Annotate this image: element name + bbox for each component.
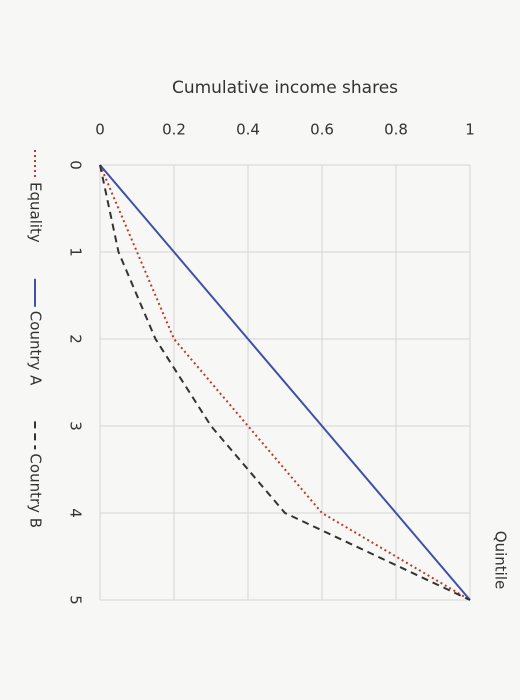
y-tick-label: 1: [465, 121, 475, 139]
x-tick-label: 2: [67, 334, 85, 344]
y-axis-title: Cumulative income shares: [172, 78, 398, 98]
rotated-chart: 0 0.2 0.4 0.6 0.8 1 0 1 2 3 4 5 Cumulative income sh…: [27, 78, 510, 605]
x-tick-label: 3: [67, 421, 85, 431]
series-line: [99, 164, 471, 601]
series-line: [99, 164, 471, 601]
legend-label: Country B: [27, 453, 45, 528]
x-tick-label: 5: [67, 595, 85, 605]
series-line: [99, 164, 471, 601]
y-tick-label: 0: [95, 121, 105, 139]
legend-label: Country A: [27, 311, 45, 386]
y-tick-label: 0.8: [384, 121, 408, 139]
y-tick-label: 0.6: [310, 121, 334, 139]
y-tick-label: 0.4: [236, 121, 260, 139]
y-tick-label: 0.2: [162, 121, 186, 139]
x-tick-label: 4: [67, 508, 85, 518]
x-tick-label: 0: [67, 160, 85, 170]
x-axis-title: Quintile: [492, 531, 510, 589]
x-tick-label: 1: [67, 247, 85, 257]
legend-label: Equality: [27, 182, 45, 243]
